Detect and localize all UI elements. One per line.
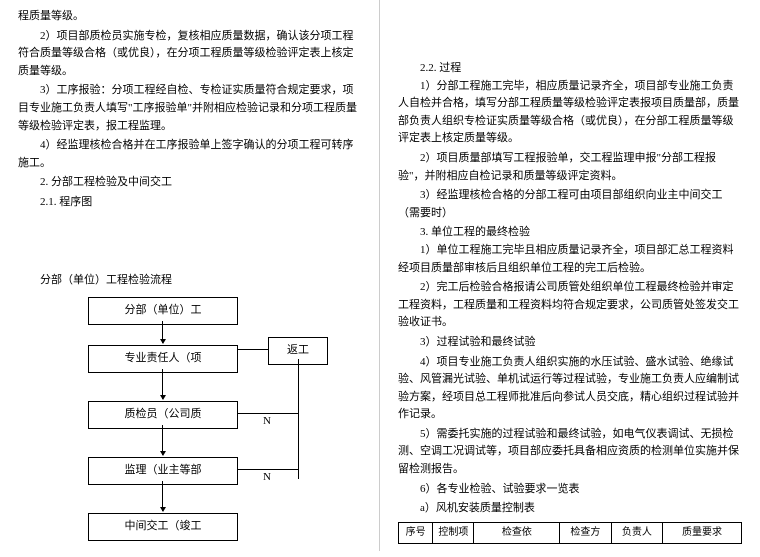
fc-arrow-4 bbox=[162, 481, 163, 511]
right-section-2-2: 2.2. 过程 bbox=[398, 60, 742, 78]
fc-box-2: 专业责任人（项 bbox=[88, 345, 238, 373]
fc-return-in bbox=[238, 349, 268, 350]
right-p10: a）风机安装质量控制表 bbox=[398, 500, 742, 518]
right-p2: 2）项目质量部填写工程报验单，交工程监理申报"分部工程报验"，并附相应自检记录和… bbox=[398, 150, 742, 185]
fc-box-5: 中间交工（竣工 bbox=[88, 513, 238, 541]
flowchart-title: 分部（单位）工程检验流程 bbox=[18, 272, 361, 290]
th-6: 质量要求 bbox=[663, 522, 742, 543]
control-table: 序号 控制项 检查依 检查方 负责人 质量要求 bbox=[398, 522, 742, 544]
th-5: 负责人 bbox=[611, 522, 662, 543]
left-section-2: 2. 分部工程检验及中间交工 bbox=[18, 174, 361, 192]
fc-n-2: N bbox=[263, 469, 271, 487]
right-section-3: 3. 单位工程的最终检验 bbox=[398, 224, 742, 242]
fc-arrow-3 bbox=[162, 425, 163, 455]
th-1: 序号 bbox=[399, 522, 433, 543]
th-4: 检查方 bbox=[560, 522, 611, 543]
right-p1: 1）分部工程施工完毕，相应质量记录齐全，项目部专业施工负责人自检并合格，填写分部… bbox=[398, 78, 742, 148]
right-p7: 4）项目专业施工负责人组织实施的水压试验、盛水试验、绝缘试验、风管漏光试验、单机… bbox=[398, 354, 742, 424]
fc-return-line-v bbox=[298, 359, 299, 479]
fc-arrow-1 bbox=[162, 321, 163, 343]
right-p6: 3）过程试验和最终试验 bbox=[398, 334, 742, 352]
right-p9: 6）各专业检验、试验要求一览表 bbox=[398, 481, 742, 499]
th-3: 检查依 bbox=[474, 522, 560, 543]
right-p5: 2）完工后检验合格报请公司质管处组织单位工程最终检验并审定工程资料，工程质量和工… bbox=[398, 279, 742, 332]
fc-n-1: N bbox=[263, 413, 271, 431]
fc-box-3: 质检员（公司质 bbox=[88, 401, 238, 429]
left-p4: 4）经监理核检合格并在工序报验单上签字确认的分项工程可转序施工。 bbox=[18, 137, 361, 172]
fc-arrow-2 bbox=[162, 369, 163, 399]
th-2: 控制项 bbox=[433, 522, 474, 543]
left-p1: 程质量等级。 bbox=[18, 8, 361, 26]
right-p8: 5）需委托实施的过程试验和最终试验，如电气仪表调试、无损检测、空调工况调试等，项… bbox=[398, 426, 742, 479]
left-section-2-1: 2.1. 程序图 bbox=[18, 194, 361, 212]
left-p3: 3）工序报验：分项工程经自检、专检证实质量符合规定要求，项目专业施工负责人填写"… bbox=[18, 82, 361, 135]
right-p3: 3）经监理核检合格的分部工程可由项目部组织向业主中间交工（需要时） bbox=[398, 187, 742, 222]
table-row: 序号 控制项 检查依 检查方 负责人 质量要求 bbox=[399, 522, 742, 543]
fc-box-1: 分部（单位）工 bbox=[88, 297, 238, 325]
fc-box-4: 监理（业主等部 bbox=[88, 457, 238, 485]
left-p2: 2）项目部质检员实施专检，复核相应质量数据，确认该分项工程符合质量等级合格（或优… bbox=[18, 28, 361, 81]
flowchart: 分部（单位）工 返工 专业责任人（项 质检员（公司质 监理（业主等部 中间交工（… bbox=[28, 297, 361, 557]
right-p4: 1）单位工程施工完毕且相应质量记录齐全，项目部汇总工程资料经项目质量部审核后且组… bbox=[398, 242, 742, 277]
